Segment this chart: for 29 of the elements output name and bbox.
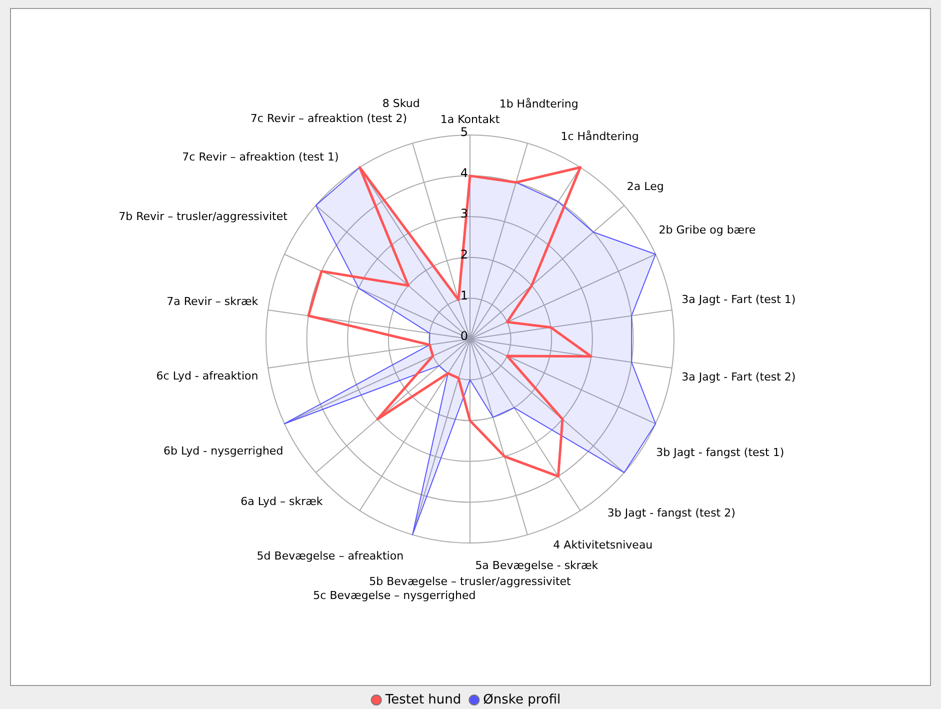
spoke-label: 3a Jagt - Fart (test 1): [682, 293, 796, 306]
spoke-label: 1c Håndtering: [560, 130, 639, 143]
spoke-label: 6b Lyd - nysgerrighed: [164, 444, 284, 458]
y-tick-label: 1: [460, 288, 468, 302]
y-tick-label: 4: [460, 166, 468, 180]
spoke-label: 4 Aktivitetsniveau: [553, 538, 653, 552]
y-tick-label: 0: [460, 329, 468, 344]
legend-label: Testet hund: [384, 692, 462, 708]
spoke-label: 6a Lyd – skræk: [240, 495, 324, 508]
spoke-label: 3b Jagt - fangst (test 1): [656, 446, 784, 460]
spoke-label: 3b Jagt - fangst (test 2): [607, 506, 736, 520]
spoke-label: 5b Bevægelse – trusler/aggressivitet: [369, 574, 572, 588]
y-tick-label: 5: [460, 125, 468, 140]
spoke-label: 5a Bevægelse - skræk: [475, 558, 599, 572]
spoke-label: 7a Revir – skræk: [166, 294, 259, 308]
legend-label: Ønske profil: [483, 692, 561, 708]
spoke-label: 2a Leg: [626, 180, 664, 193]
spoke-label: 7b Revir – trusler/aggressivitet: [118, 210, 288, 223]
y-tick-label: 2: [460, 248, 468, 262]
spoke-label: 8 Skud: [382, 97, 420, 110]
spoke-label: 6c Lyd - afreaktion: [156, 370, 258, 383]
spoke-label: 2b Gribe og bære: [658, 224, 756, 237]
spoke-label: 1a Kontakt: [440, 112, 500, 126]
spoke-label: 7c Revir – afreaktion (test 1): [182, 150, 339, 164]
spoke-label: 1b Håndtering: [499, 97, 578, 110]
spoke-label: 5d Bevægelse – afreaktion: [256, 549, 404, 562]
spoke-label: 3a Jagt - Fart (test 2): [682, 370, 796, 384]
spoke-label: 7c Revir – afreaktion (test 2): [250, 112, 408, 126]
spoke-label: 5c Bevægelse – nysgerrighed: [313, 589, 476, 602]
